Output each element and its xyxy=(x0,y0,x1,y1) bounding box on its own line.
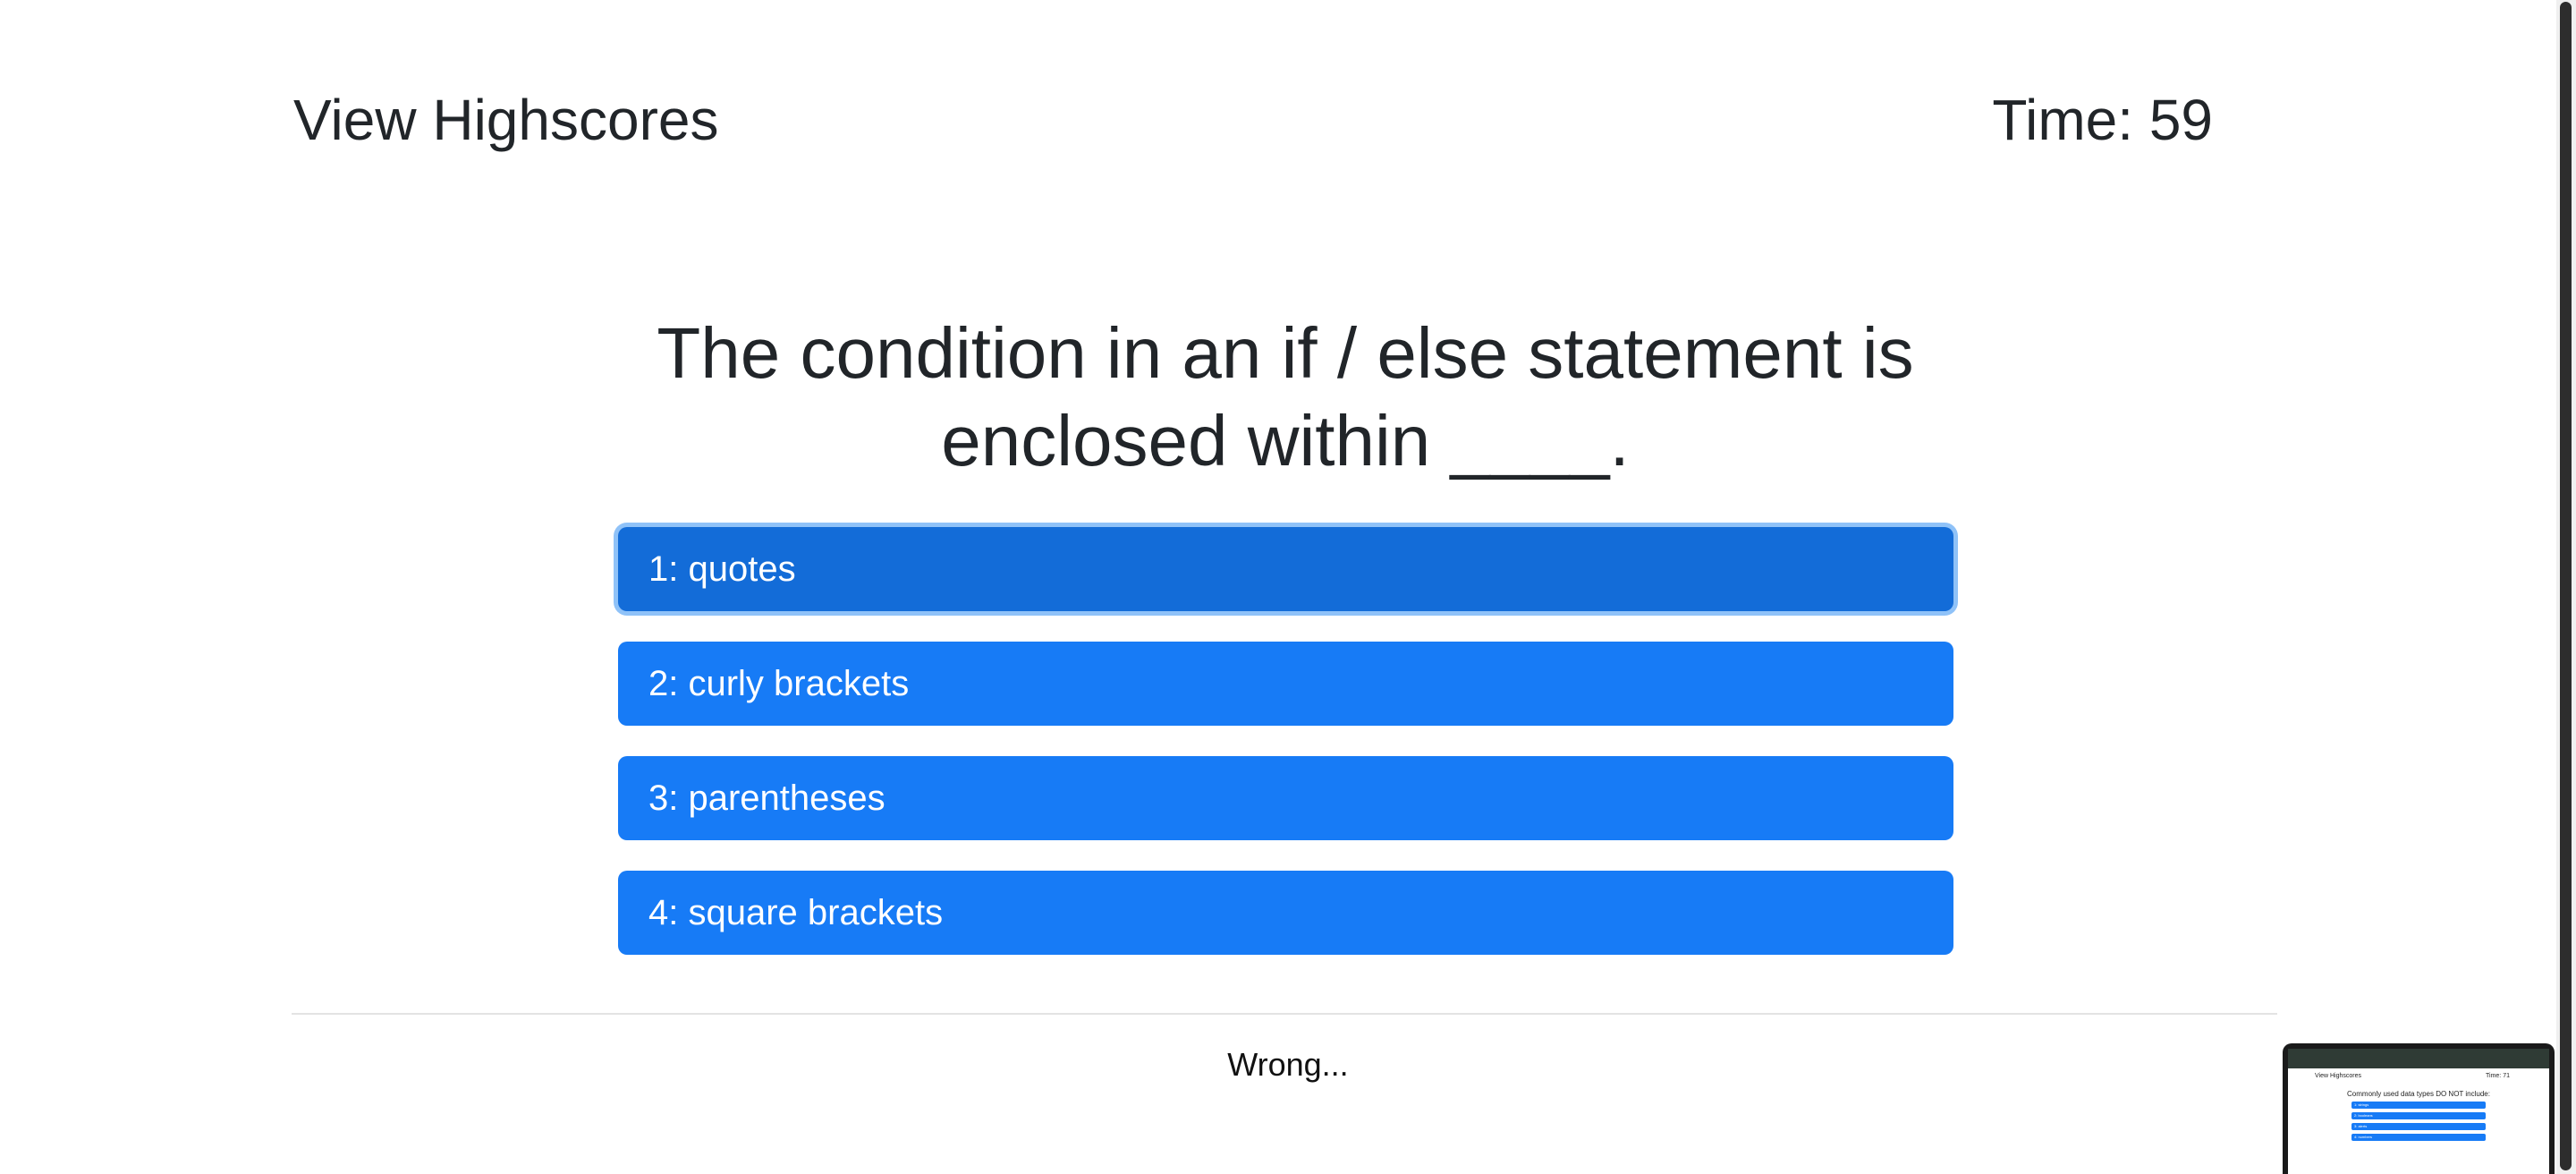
thumbnail-browser-toolbar xyxy=(2288,1049,2549,1068)
vertical-scrollbar[interactable] xyxy=(2556,0,2576,1174)
choice-button-3[interactable]: 3: parentheses xyxy=(618,756,1953,840)
choice-list: 1: quotes 2: curly brackets 3: parenthes… xyxy=(618,527,1953,985)
thumbnail-choice-3: 3: alerts xyxy=(2351,1123,2486,1130)
choice-button-2[interactable]: 2: curly brackets xyxy=(618,642,1953,726)
answer-feedback: Wrong... xyxy=(1227,1046,1349,1083)
choice-button-1[interactable]: 1: quotes xyxy=(618,527,1953,611)
thumbnail-highscores-link: View Highscores xyxy=(2315,1073,2362,1079)
scrollbar-thumb[interactable] xyxy=(2560,2,2572,1170)
thumbnail-screen: View Highscores Time: 71 Commonly used d… xyxy=(2288,1049,2549,1174)
thumbnail-choice-4: 4: numbers xyxy=(2351,1134,2486,1141)
choice-button-4[interactable]: 4: square brackets xyxy=(618,871,1953,955)
timer: Time: 59 xyxy=(1992,88,2213,152)
thumbnail-question: Commonly used data types DO NOT include: xyxy=(2347,1090,2490,1098)
view-highscores-link[interactable]: View Highscores xyxy=(293,88,719,152)
divider xyxy=(292,1013,2277,1015)
screenshot-thumbnail-preview[interactable]: View Highscores Time: 71 Commonly used d… xyxy=(2283,1043,2555,1174)
thumbnail-header: View Highscores Time: 71 xyxy=(2288,1068,2549,1085)
question-text: The condition in an if / else statement … xyxy=(657,313,1914,481)
thumbnail-choice-2: 2: booleans xyxy=(2351,1112,2486,1119)
thumbnail-choice-1: 1: strings xyxy=(2351,1102,2486,1109)
thumbnail-timer: Time: 71 xyxy=(2486,1073,2510,1079)
